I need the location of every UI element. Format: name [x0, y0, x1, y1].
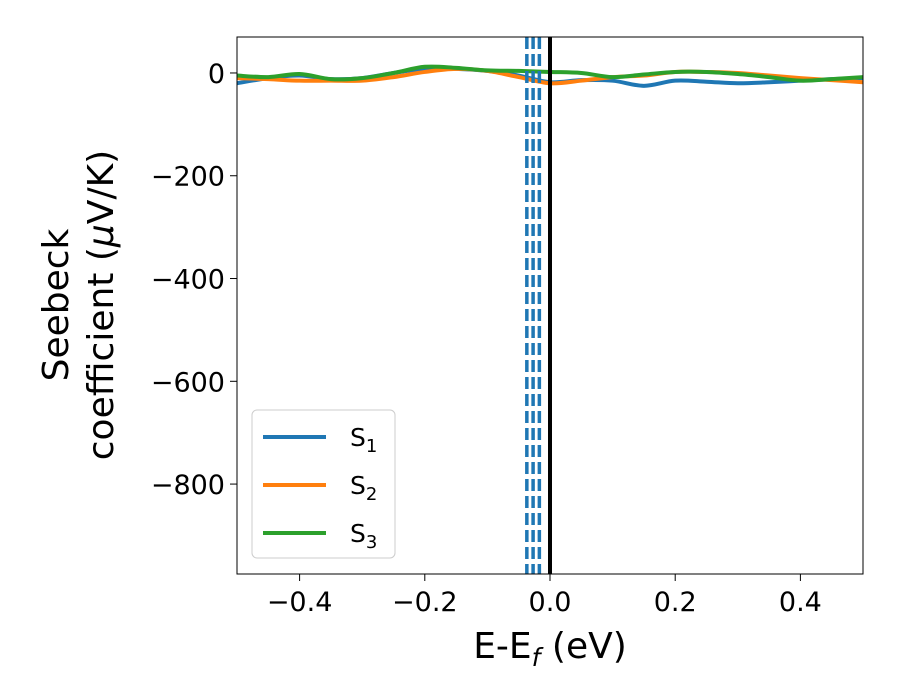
y-axis-ticks: 0 −200 −400 −600 −800 [151, 59, 237, 501]
y-axis-label: Seebeck coefficient (μV/K) [36, 150, 122, 460]
x-tick-label: −0.2 [392, 587, 458, 618]
y-tick-label: 0 [208, 59, 225, 90]
y-axis-label-line1: Seebeck [36, 228, 77, 381]
y-axis-label-unit: V/K) [81, 150, 122, 224]
y-tick-label: −800 [151, 470, 225, 501]
x-axis-ticks: −0.4 −0.2 0.0 0.2 0.4 [267, 574, 822, 618]
reference-lines [525, 37, 552, 574]
legend-label: S1 [350, 423, 377, 457]
x-tick-label: −0.4 [267, 587, 333, 618]
x-tick-label: 0.2 [654, 587, 697, 618]
x-axis-label-unit: (eV) [540, 626, 626, 667]
y-tick-label: −200 [151, 162, 225, 193]
x-axis-label-main: E-E [473, 626, 531, 667]
y-tick-label: −400 [151, 265, 225, 296]
legend: S1 S2 S3 [251, 409, 396, 559]
y-axis-label-mu: μ [81, 224, 122, 248]
y-tick-label: −600 [151, 367, 225, 398]
y-axis-label-text: coefficient ( [81, 247, 122, 460]
legend-label: S3 [350, 519, 377, 553]
legend-label: S2 [350, 471, 377, 505]
x-tick-label: 0.0 [529, 587, 572, 618]
x-axis-label: E-Ef (eV) [473, 626, 627, 672]
x-tick-label: 0.4 [779, 587, 822, 618]
y-axis-label-line2: coefficient (μV/K) [81, 150, 122, 460]
